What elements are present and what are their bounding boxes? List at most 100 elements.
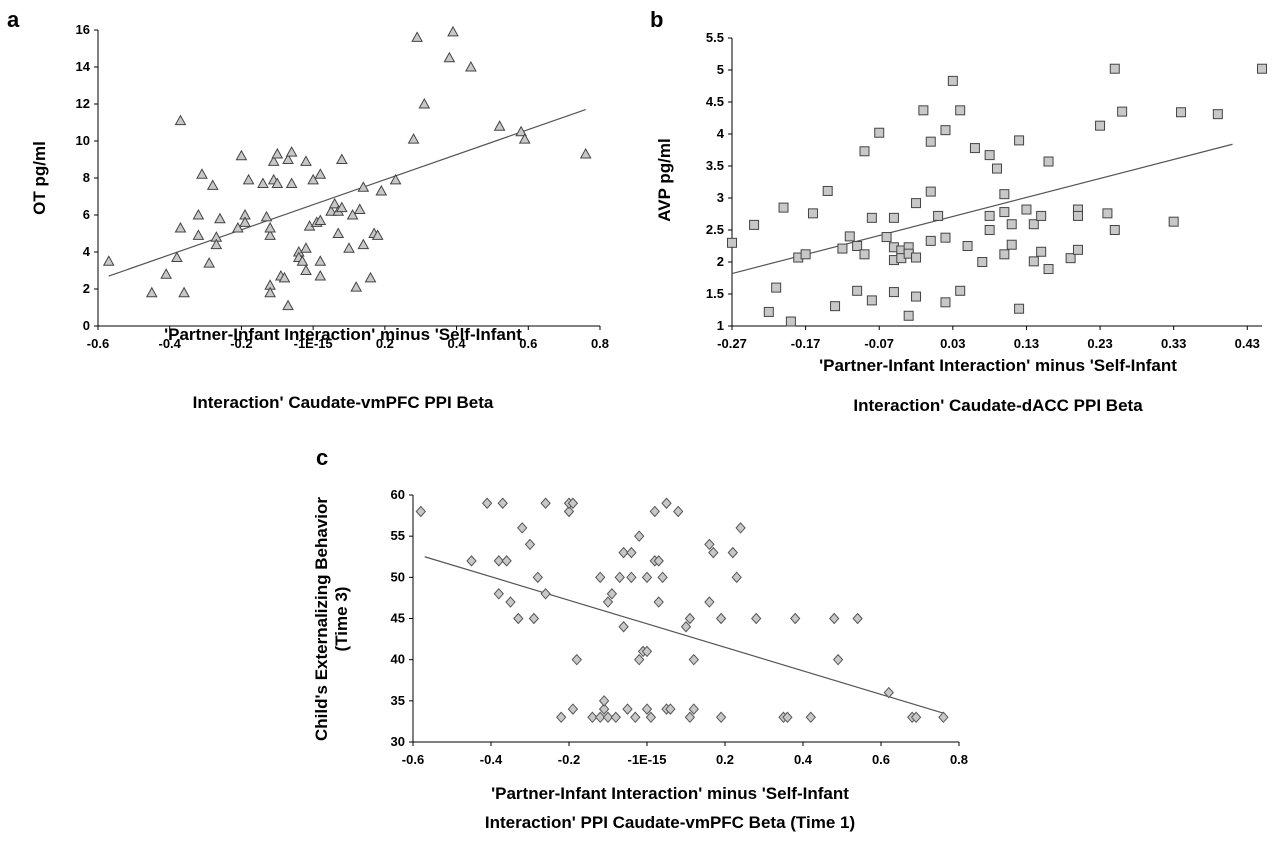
data-point (992, 163, 1002, 174)
y-tick-label: 3 (717, 190, 724, 205)
data-point (984, 150, 995, 161)
data-point (1043, 156, 1054, 167)
x-tick-label: 0.03 (940, 336, 965, 351)
data-point (837, 243, 848, 254)
data-point (708, 546, 719, 559)
data-point (567, 497, 579, 509)
data-point (332, 227, 345, 238)
y-tick-label: 3.5 (706, 158, 724, 173)
y-tick-label: 4 (83, 244, 91, 259)
data-point (357, 238, 370, 250)
data-point (731, 571, 742, 584)
data-point (1028, 219, 1039, 230)
data-point (1176, 107, 1187, 118)
y-tick-label: 2 (717, 254, 724, 269)
data-point (977, 257, 988, 267)
x-tick-label: 0.6 (519, 336, 537, 351)
data-point (940, 125, 951, 136)
data-point (595, 711, 606, 724)
x-tick-label: 0.43 (1235, 336, 1260, 351)
x-tick-label: 0.8 (591, 336, 609, 351)
y-tick-label: 10 (76, 133, 90, 148)
data-point (782, 711, 793, 724)
data-point (1043, 264, 1054, 275)
x-tick-label: 0.8 (950, 752, 968, 767)
data-point (830, 301, 841, 312)
data-point (969, 143, 980, 154)
data-point (925, 186, 936, 197)
data-point (727, 546, 738, 559)
data-point (680, 620, 692, 633)
data-point (918, 105, 929, 116)
data-point (282, 153, 294, 164)
data-point (203, 257, 216, 268)
data-point (278, 271, 291, 283)
data-point (239, 216, 251, 227)
data-point (955, 285, 966, 296)
data-point (704, 596, 715, 608)
data-point (314, 270, 327, 281)
data-point (807, 208, 818, 219)
x-tick-label: -0.4 (159, 336, 182, 351)
data-point (715, 612, 727, 625)
x-tick-label: 0.4 (794, 752, 813, 767)
data-point (264, 286, 276, 298)
data-point (684, 711, 696, 724)
data-point (493, 120, 506, 131)
y-tick-label: 2 (83, 281, 90, 296)
data-point (1036, 246, 1047, 257)
y-tick-label: 5.5 (706, 30, 724, 45)
data-point (822, 185, 833, 196)
y-tick-label: 6 (83, 207, 90, 222)
data-point (688, 703, 699, 715)
data-point (661, 497, 672, 509)
data-point (903, 310, 914, 321)
data-point (579, 147, 592, 159)
data-point (415, 505, 426, 518)
data-point (513, 612, 524, 625)
data-point (749, 219, 760, 230)
x-tick-label: -0.2 (558, 752, 580, 767)
data-point (614, 571, 625, 584)
data-point (587, 711, 598, 724)
data-point (481, 497, 493, 509)
data-point (602, 596, 614, 608)
data-point (1036, 210, 1047, 221)
y-tick-label: 30 (391, 734, 405, 749)
data-point (314, 255, 327, 266)
data-point (1021, 204, 1032, 215)
data-point (626, 571, 637, 584)
data-point (1006, 239, 1017, 250)
data-point (763, 306, 774, 317)
y-axis-label: Child's Externalizing Behavior (312, 497, 331, 741)
data-point (1212, 109, 1223, 120)
data-point (684, 612, 696, 625)
data-point (556, 711, 567, 724)
data-point (466, 555, 477, 567)
data-point (307, 173, 319, 185)
y-tick-label: 45 (391, 611, 405, 626)
data-point (260, 210, 273, 222)
data-point (832, 653, 844, 666)
data-point (938, 711, 949, 724)
data-point (335, 201, 348, 213)
x-axis-label: Interaction' Caudate-vmPFC PPI Beta (193, 393, 494, 412)
data-point (688, 653, 699, 666)
x-axis-label: Interaction' PPI Caudate-vmPFC Beta (Tim… (485, 813, 855, 832)
data-point (940, 297, 951, 308)
data-point (1006, 219, 1017, 230)
data-point (343, 242, 355, 253)
data-point (1109, 63, 1120, 74)
data-point (618, 620, 629, 633)
data-point (866, 295, 877, 306)
data-point (264, 221, 276, 233)
data-point (1014, 135, 1025, 146)
y-axis-label: (Time 3) (332, 587, 351, 652)
data-point (210, 238, 223, 250)
data-point (888, 287, 899, 298)
data-point (515, 125, 527, 137)
data-point (888, 212, 899, 223)
data-point (866, 212, 877, 223)
data-point (704, 538, 715, 551)
data-point (641, 703, 653, 715)
